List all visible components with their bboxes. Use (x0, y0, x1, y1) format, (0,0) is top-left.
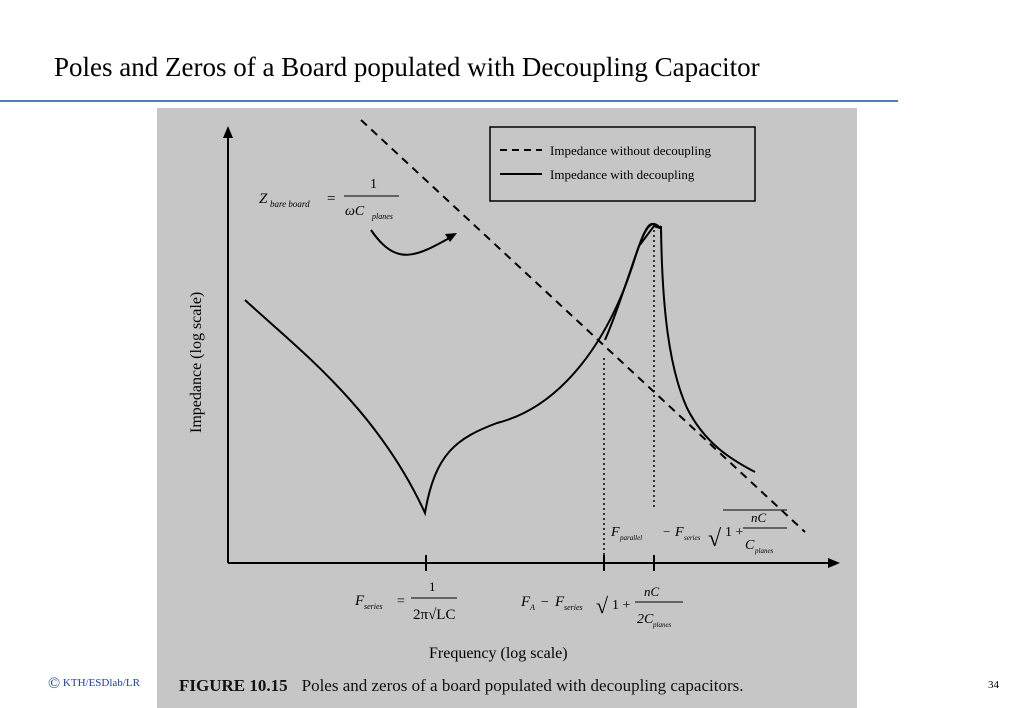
bare-board-arrowhead (445, 233, 457, 242)
fparallel-num: nC (751, 510, 767, 525)
svg-text:√: √ (708, 526, 722, 552)
legend-label-with: Impedance with decoupling (550, 167, 695, 182)
bare-board-lhs-sub: bare board (270, 199, 310, 209)
fa-num: nC (644, 584, 660, 599)
fa-rhs-sub: series (564, 603, 583, 612)
fa-den: 2C (637, 612, 654, 627)
figure-caption: FIGURE 10.15 Poles and zeros of a board p… (179, 676, 744, 696)
series-without-decoupling (360, 119, 806, 533)
x-axis-label: Frequency (log scale) (429, 645, 568, 662)
bare-board-den-sub: planes (371, 212, 393, 221)
fa-formula: F A − F series √ 1 + nC 2C planes (520, 584, 683, 629)
svg-text:−: − (663, 524, 670, 539)
svg-text:=: = (397, 594, 405, 609)
fa-rhs: F (554, 594, 565, 610)
bare-board-formula: Z bare board = 1 ωC planes (259, 177, 457, 256)
impedance-chart: Impedance (log scale) Frequency (log sca… (188, 119, 840, 662)
fseries-lhs: F (354, 593, 365, 609)
legend: Impedance without decoupling Impedance w… (489, 126, 756, 202)
title-divider (0, 100, 898, 102)
bare-board-num: 1 (370, 177, 377, 192)
y-axis-arrow (223, 126, 233, 138)
series-with-decoupling (244, 222, 662, 517)
legend-label-without: Impedance without decoupling (550, 143, 712, 158)
svg-text:1 +: 1 + (725, 525, 744, 540)
fparallel-den: C (745, 538, 755, 553)
fparallel-rhs: F (674, 525, 684, 540)
legend-box (489, 126, 756, 202)
bare-board-lhs: Z (259, 191, 268, 207)
fseries-den: 2π√LC (413, 607, 455, 623)
svg-text:−: − (541, 595, 549, 610)
y-axis-label: Impedance (log scale) (188, 292, 205, 433)
svg-text:1 +: 1 + (612, 598, 631, 613)
fseries-formula: F series = 1 2π√LC (354, 579, 457, 623)
fa-lhs-sub: A (529, 603, 535, 612)
fa-den-sub: planes (652, 621, 672, 629)
slide-title: Poles and Zeros of a Board populated wit… (54, 52, 760, 82)
x-axis-arrow (828, 558, 840, 568)
bare-board-den: ωC (345, 204, 365, 219)
fparallel-rhs-sub: series (684, 534, 701, 542)
fparallel-lhs-sub: parallel (619, 534, 642, 542)
figure-caption-text: Poles and zeros of a board populated wit… (301, 676, 744, 695)
series-with-decoupling-peak (604, 224, 662, 341)
footer-label: KTH/ESDlab/LR (62, 677, 140, 689)
page-number: 34 (988, 679, 999, 691)
figure-caption-label: FIGURE 10.15 (179, 676, 288, 695)
bare-board-arrow (370, 229, 454, 256)
fparallel-lhs: F (610, 525, 620, 540)
footer-copyright: © KTH/ESDlab/LR (48, 675, 140, 693)
figure-panel: Impedance (log scale) Frequency (log sca… (157, 108, 857, 708)
svg-text:√: √ (596, 593, 609, 618)
copyright-icon: © (48, 675, 61, 692)
fparallel-den-sub: planes (754, 547, 774, 555)
fseries-lhs-sub: series (364, 602, 383, 611)
fseries-num: 1 (429, 579, 436, 594)
svg-text:=: = (327, 191, 335, 207)
fa-lhs: F (520, 594, 531, 610)
fparallel-formula: F parallel − F series √ 1 + nC C planes (610, 509, 787, 555)
series-with-decoupling-descent (660, 225, 756, 473)
